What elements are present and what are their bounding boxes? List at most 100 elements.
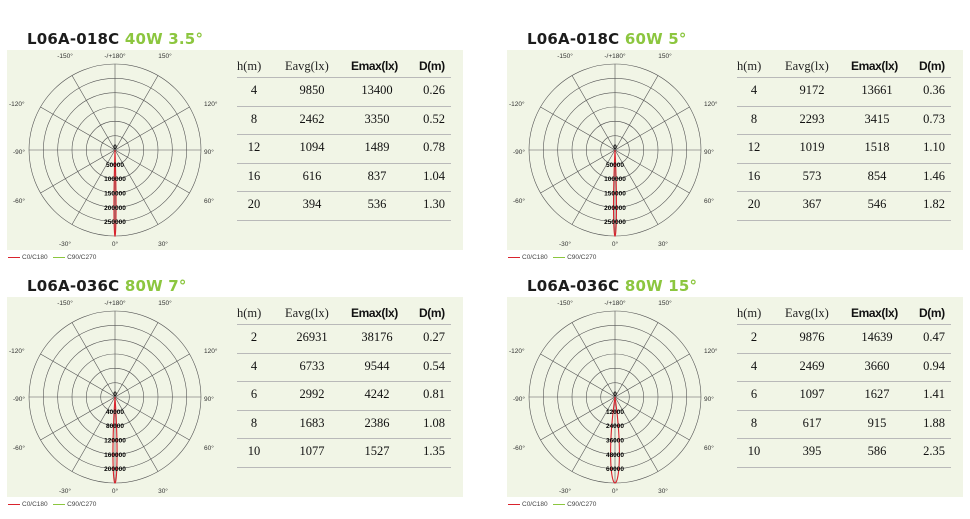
angle-label: -120° <box>509 347 525 355</box>
angle-label: -60° <box>13 197 25 205</box>
angle-label: -30° <box>59 487 71 495</box>
row-divider <box>237 134 451 135</box>
cell-h: 4 <box>750 358 758 373</box>
radial-scale-label: 48000 <box>606 452 624 459</box>
cell-eavg: 2293 <box>799 111 825 126</box>
angle-label: -30° <box>559 487 571 495</box>
angle-label: 30° <box>658 240 668 248</box>
cell-emax: 1527 <box>364 444 390 458</box>
angle-label: 0° <box>612 487 619 495</box>
angle-label: 150° <box>158 52 172 60</box>
cell-eavg: 9850 <box>299 83 325 97</box>
angle-label: 150° <box>658 52 672 60</box>
cell-eavg: 1683 <box>299 415 325 430</box>
angle-label: 90° <box>704 395 714 403</box>
cell-eavg: 26931 <box>296 330 328 344</box>
polar-diagram: -150° -/+180° 150° -120° 120° -90° 90° -60° 60° -… <box>9 299 218 495</box>
panel-title: L06A-036C 80W 15° <box>527 277 697 295</box>
radial-scale-label: 0 <box>613 144 617 151</box>
cell-emax: 3350 <box>364 111 390 126</box>
radial-scale-label: 250000 <box>604 219 626 226</box>
diagram-and-table: -150° -/+180° 150° -120° 120° -90° 90° -60° 60° -… <box>7 297 463 497</box>
angle-label: -150° <box>57 52 73 60</box>
header-emax: Emax(lx) <box>851 59 898 73</box>
row-divider <box>737 77 951 78</box>
row-divider <box>737 409 951 411</box>
cell-h: 16 <box>247 168 261 183</box>
angle-label: 60° <box>704 197 714 205</box>
table-row: 12 1094 1489 0.78 <box>237 134 451 162</box>
table-header: h(m) Eavg(lx) Emax(lx) D(m) <box>237 297 451 324</box>
table-row: 12 1019 1518 1.10 <box>737 134 951 162</box>
cell-h: 12 <box>747 140 761 154</box>
power-beam-spec: 60W 5° <box>624 30 687 48</box>
angle-label: -30° <box>59 240 71 248</box>
radial-scale-label: 0 <box>113 391 117 398</box>
cell-h: 12 <box>247 140 261 154</box>
cell-emax: 3660 <box>864 358 890 373</box>
cell-emax: 854 <box>867 168 887 183</box>
angle-label: -/+180° <box>104 299 126 307</box>
cell-d: 1.82 <box>923 197 945 211</box>
model-name: L06A-018C <box>27 30 120 48</box>
table-row: 4 9850 13400 0.26 <box>237 77 451 105</box>
cell-eavg: 1019 <box>799 140 825 154</box>
radial-scale-label: 50000 <box>606 162 624 169</box>
c0-c180-curve <box>610 396 620 484</box>
legend: C0/C180 C90/C270 <box>508 254 596 261</box>
table-row: 10 1077 1527 1.35 <box>237 438 451 466</box>
angle-label: 0° <box>112 240 119 248</box>
angle-label: 60° <box>204 444 214 452</box>
table-row: 4 9172 13661 0.36 <box>737 77 951 105</box>
angle-label: 30° <box>158 240 168 248</box>
row-divider <box>737 105 951 107</box>
model-name: L06A-036C <box>527 277 620 295</box>
radial-scale-label: 80000 <box>106 423 124 430</box>
cell-emax: 915 <box>867 415 887 430</box>
c0-legend-line <box>508 503 520 505</box>
power-beam-spec: 80W 7° <box>124 277 187 295</box>
power-beam-spec: 80W 15° <box>624 277 698 295</box>
photometric-panel-3: L06A-036C 80W 7° -150° -/+180° 150° -120° 12… <box>0 277 463 517</box>
c90-legend-label: C90/C270 <box>567 254 597 261</box>
cell-emax: 1627 <box>864 387 890 401</box>
row-divider <box>237 77 451 78</box>
angle-label: -30° <box>559 240 571 248</box>
cell-d: 2.35 <box>923 444 945 458</box>
cell-h: 8 <box>750 111 758 126</box>
c0-legend-line <box>8 256 20 258</box>
photometric-panel-1: L06A-018C 40W 3.5° -150° -/+180° 150° -120°… <box>0 30 463 270</box>
header-d: D(m) <box>419 306 445 320</box>
cell-eavg: 2992 <box>299 387 325 401</box>
cell-h: 4 <box>750 83 758 97</box>
cell-eavg: 395 <box>802 444 822 458</box>
cell-d: 1.10 <box>923 140 945 154</box>
angle-label: 30° <box>158 487 168 495</box>
radial-scale-label: 24000 <box>606 423 624 430</box>
angle-label: -90° <box>513 148 525 156</box>
radial-scale-label: 12000 <box>606 409 624 416</box>
cell-d: 0.36 <box>923 83 945 97</box>
header-eavg: Eavg(lx) <box>785 306 829 320</box>
cell-emax: 9544 <box>364 358 390 373</box>
row-divider <box>237 409 451 411</box>
angle-label: -150° <box>557 52 573 60</box>
cell-eavg: 2469 <box>799 358 825 373</box>
angle-label: 60° <box>204 197 214 205</box>
cell-d: 1.04 <box>423 168 445 183</box>
angle-label: 30° <box>658 487 668 495</box>
row-divider <box>737 324 951 325</box>
header-d: D(m) <box>419 59 445 73</box>
radial-scale-label: 160000 <box>104 452 126 459</box>
angle-label: -120° <box>509 100 525 108</box>
cell-emax: 1518 <box>864 140 890 154</box>
radial-scale-label: 200000 <box>604 205 626 212</box>
angle-label: 60° <box>704 444 714 452</box>
angle-label: 150° <box>658 299 672 307</box>
radial-scale-label: 150000 <box>604 191 626 198</box>
row-divider <box>237 162 451 164</box>
cell-eavg: 1097 <box>799 387 825 401</box>
header-eavg: Eavg(lx) <box>285 59 329 73</box>
cell-h: 2 <box>750 330 758 344</box>
cell-h: 6 <box>250 387 258 401</box>
